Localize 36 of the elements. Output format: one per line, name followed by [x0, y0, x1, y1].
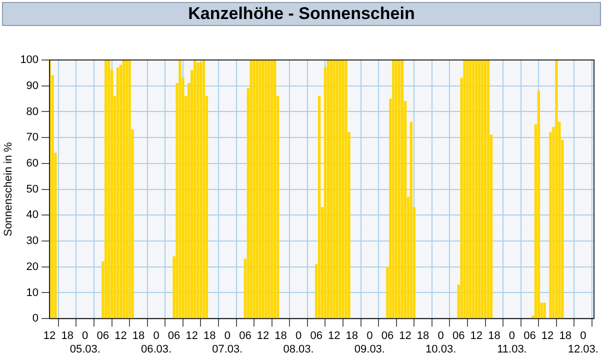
x-tick-label: 12 [43, 330, 56, 342]
x-tick-label: 12 [256, 330, 270, 342]
y-axis-title: Sonnenschein in % [2, 142, 15, 236]
x-tick-label: 18 [274, 330, 287, 342]
x-tick-label: 12 [186, 330, 198, 342]
x-tick-label: 12 [470, 330, 483, 342]
x-tick-label: 06 [452, 330, 465, 342]
x-tick-label: 18 [132, 330, 145, 342]
x-tick-label: 06 [381, 330, 394, 342]
y-tick-label: 90 [26, 80, 39, 92]
x-tick-label: 18 [204, 330, 216, 342]
x-tick-label: 18 [346, 330, 358, 342]
x-tick-label: 12 [328, 330, 340, 342]
y-tick-label: 20 [26, 260, 39, 273]
x-tick-label: 18 [61, 330, 74, 342]
y-tick-label: 70 [26, 132, 39, 144]
y-tick-label: 80 [26, 106, 39, 118]
x-tick-label: 18 [416, 330, 430, 342]
x-tick-label: 12 [114, 330, 127, 342]
x-tick-label: 18 [559, 330, 572, 342]
y-tick-label: 60 [26, 157, 39, 170]
y-tick-label: 30 [26, 235, 39, 248]
x-tick-label: 12 [541, 330, 554, 342]
y-tick-label: 100 [20, 54, 39, 66]
y-tick-label: 40 [26, 209, 39, 222]
x-tick-label: 06 [310, 330, 322, 342]
x-tick-label: 18 [488, 330, 500, 342]
x-tick-label: 06 [96, 330, 110, 342]
x-tick-label: 06 [168, 330, 180, 342]
x-tick-label: 12 [399, 330, 412, 342]
chart-title: Kanzelhöhe - Sonnenschein [2, 2, 601, 26]
x-tick-label: 06 [524, 330, 536, 342]
x-tick-label: 06 [239, 330, 252, 342]
y-tick-label: 50 [26, 183, 39, 196]
y-tick-label: 0 [32, 312, 39, 325]
y-tick-label: 10 [26, 286, 39, 299]
